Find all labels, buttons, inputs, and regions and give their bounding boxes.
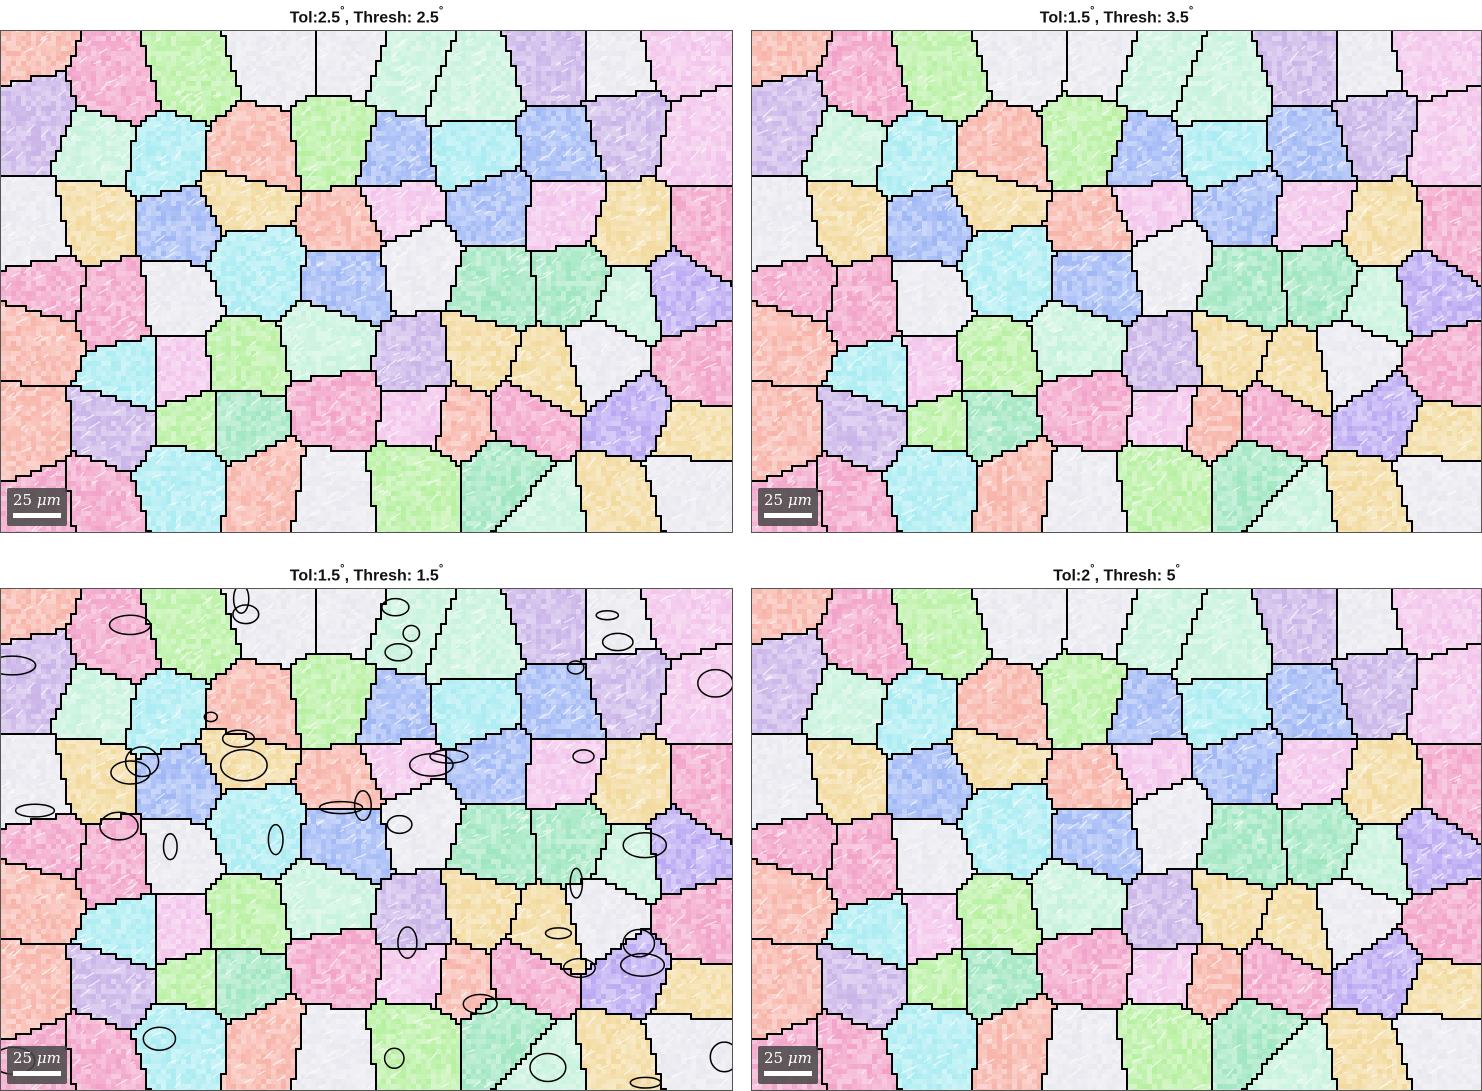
threshold-label: , Thresh: xyxy=(1095,567,1167,584)
scale-bar-line xyxy=(764,513,812,518)
degree-symbol: ° xyxy=(340,563,344,575)
degree-symbol: ° xyxy=(439,5,443,17)
panel-bottom-left: Tol:1.5°, Thresh: 1.5° 25 μm xyxy=(0,558,733,1091)
scale-bar-label: 25 μm xyxy=(764,1049,812,1067)
grain-map-image xyxy=(752,589,1481,1090)
panel-title: Tol:1.5°, Thresh: 1.5° xyxy=(0,558,733,584)
threshold-label: , Thresh: xyxy=(345,567,417,584)
degree-symbol: ° xyxy=(1175,563,1179,575)
tolerance-value: 1.5 xyxy=(318,567,340,584)
scale-bar-label: 25 μm xyxy=(13,491,61,509)
scale-bar: 25 μm xyxy=(7,1046,67,1084)
degree-symbol: ° xyxy=(1090,5,1094,17)
scale-bar-value: 25 xyxy=(13,491,32,509)
grain-map-image xyxy=(752,31,1481,532)
scale-bar-unit: μm xyxy=(37,491,61,509)
threshold-label: , Thresh: xyxy=(345,9,417,26)
ebsd-grain-map: 25 μm xyxy=(0,588,733,1091)
degree-symbol: ° xyxy=(1090,563,1094,575)
threshold-value: 2.5 xyxy=(417,9,439,26)
scale-bar-unit: μm xyxy=(788,1049,812,1067)
title-prefix: Tol: xyxy=(290,567,318,584)
title-prefix: Tol: xyxy=(1040,9,1068,26)
scale-bar-value: 25 xyxy=(764,491,783,509)
scale-bar-value: 25 xyxy=(13,1049,32,1067)
degree-symbol: ° xyxy=(439,563,443,575)
ebsd-grain-map: 25 μm xyxy=(751,30,1482,533)
scale-bar-line xyxy=(764,1071,812,1076)
ebsd-grain-map: 25 μm xyxy=(0,30,733,533)
scale-bar: 25 μm xyxy=(7,488,67,526)
scale-bar: 25 μm xyxy=(758,1046,818,1084)
degree-symbol: ° xyxy=(340,5,344,17)
tolerance-value: 2 xyxy=(1081,567,1090,584)
scale-bar-unit: μm xyxy=(37,1049,61,1067)
scale-bar-unit: μm xyxy=(788,491,812,509)
panel-bottom-right: Tol:2°, Thresh: 5° 25 μm xyxy=(751,558,1482,1091)
ebsd-grain-map: 25 μm xyxy=(751,588,1482,1091)
tolerance-value: 2.5 xyxy=(318,9,340,26)
scale-bar: 25 μm xyxy=(758,488,818,526)
panel-title: Tol:1.5°, Thresh: 3.5° xyxy=(751,0,1482,26)
threshold-value: 3.5 xyxy=(1167,9,1189,26)
scale-bar-label: 25 μm xyxy=(764,491,812,509)
grain-map-image xyxy=(1,31,732,532)
title-prefix: Tol: xyxy=(290,9,318,26)
panel-title: Tol:2.5°, Thresh: 2.5° xyxy=(0,0,733,26)
scale-bar-value: 25 xyxy=(764,1049,783,1067)
title-prefix: Tol: xyxy=(1053,567,1081,584)
panel-top-right: Tol:1.5°, Thresh: 3.5° 25 μm xyxy=(751,0,1482,533)
panel-top-left: Tol:2.5°, Thresh: 2.5° 25 μm xyxy=(0,0,733,533)
scale-bar-line xyxy=(13,513,61,518)
threshold-label: , Thresh: xyxy=(1095,9,1167,26)
grain-map-image xyxy=(1,589,732,1090)
degree-symbol: ° xyxy=(1189,5,1193,17)
scale-bar-label: 25 μm xyxy=(13,1049,61,1067)
scale-bar-line xyxy=(13,1071,61,1076)
panel-title: Tol:2°, Thresh: 5° xyxy=(751,558,1482,584)
tolerance-value: 1.5 xyxy=(1068,9,1090,26)
threshold-value: 1.5 xyxy=(417,567,439,584)
